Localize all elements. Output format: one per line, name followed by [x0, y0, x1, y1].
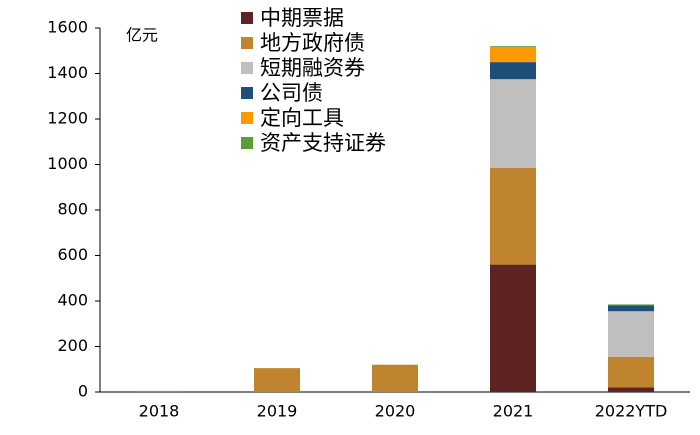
- y-axis-label: 亿元: [126, 26, 158, 45]
- y-tick-label: 1400: [47, 63, 88, 82]
- legend-label: 中期票据: [260, 6, 344, 30]
- y-tick-label: 1600: [47, 18, 88, 37]
- bar-segment: [372, 364, 418, 392]
- bar-segment: [608, 311, 654, 357]
- bar-segment: [490, 167, 536, 265]
- y-tick-label: 600: [57, 245, 88, 264]
- legend-swatch: [241, 87, 253, 99]
- x-tick-label: 2018: [139, 402, 180, 421]
- x-tick-label: 2019: [257, 402, 298, 421]
- bar-segment: [490, 62, 536, 80]
- legend-label: 资产支持证券: [260, 131, 386, 155]
- bar-segment: [254, 368, 300, 392]
- y-tick-label: 1000: [47, 154, 88, 173]
- y-tick-label: 400: [57, 291, 88, 310]
- bar-segment: [608, 356, 654, 388]
- bar-segment: [490, 79, 536, 168]
- legend-swatch: [241, 62, 253, 74]
- legend-label: 短期融资券: [260, 56, 365, 80]
- legend-swatch: [241, 137, 253, 149]
- legend-label: 地方政府债: [260, 31, 365, 55]
- legend-label: 定向工具: [260, 106, 344, 130]
- bar-segment: [608, 387, 654, 392]
- bar-segment: [490, 46, 536, 48]
- x-tick-label: 2022YTD: [595, 402, 668, 421]
- bar-segment: [136, 390, 182, 392]
- y-tick-label: 800: [57, 200, 88, 219]
- bar-segment: [490, 264, 536, 392]
- x-tick-label: 2020: [375, 402, 416, 421]
- bar-segment: [608, 304, 654, 306]
- y-tick-label: 200: [57, 336, 88, 355]
- legend-swatch: [241, 37, 253, 49]
- bar-segment: [490, 47, 536, 63]
- x-tick-label: 2021: [493, 402, 534, 421]
- legend-swatch: [241, 12, 253, 24]
- legend-swatch: [241, 112, 253, 124]
- bar-segment: [608, 305, 654, 312]
- y-tick-label: 0: [78, 382, 88, 401]
- y-tick-label: 1200: [47, 109, 88, 128]
- legend-label: 公司债: [260, 81, 323, 105]
